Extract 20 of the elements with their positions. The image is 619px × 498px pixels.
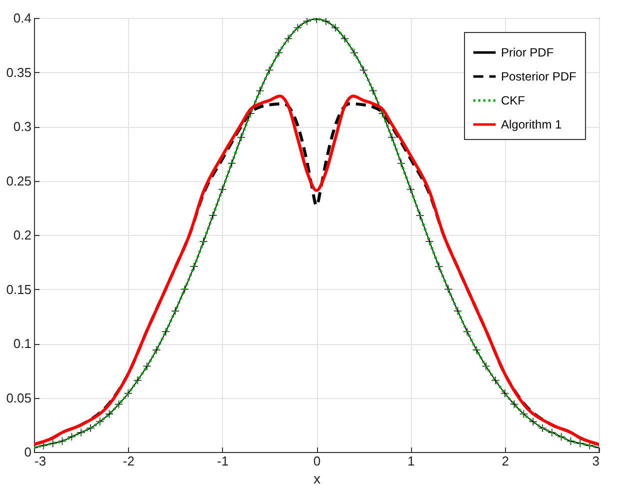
x-tick-label: 3 <box>592 454 600 468</box>
legend-label: Posterior PDF <box>501 70 576 84</box>
y-tick-label: 0.1 <box>13 336 32 351</box>
legend-label: CKF <box>501 94 525 108</box>
y-tick-label: 0.3 <box>13 119 32 134</box>
x-tick-label: -3 <box>34 454 46 468</box>
legend-label: Algorithm 1 <box>501 118 562 132</box>
y-tick-label: 0.25 <box>6 173 32 188</box>
x-tick-label: 2 <box>502 454 509 468</box>
y-tick-label: 0.4 <box>13 10 32 26</box>
x-tick-label: 0 <box>313 454 321 468</box>
x-axis-title: x <box>314 470 320 486</box>
legend-label: Prior PDF <box>501 46 554 60</box>
y-tick-label: 0.35 <box>6 64 32 80</box>
x-tick-label: -2 <box>122 454 134 468</box>
y-tick-label: 0.05 <box>6 390 32 406</box>
x-tick-label: -1 <box>217 454 229 468</box>
y-tick-label: 0.15 <box>6 282 32 297</box>
x-tick-label: 1 <box>408 454 415 468</box>
y-tick-label: 0.2 <box>13 228 32 242</box>
